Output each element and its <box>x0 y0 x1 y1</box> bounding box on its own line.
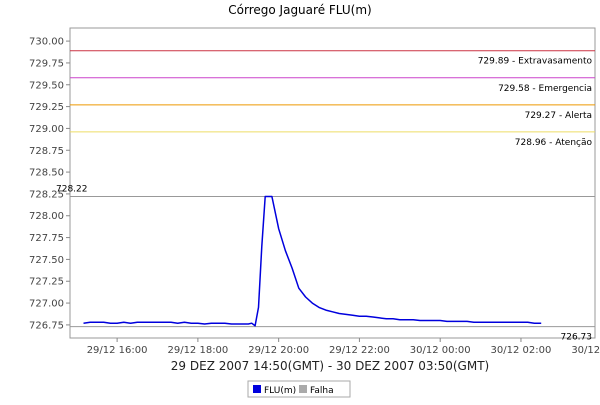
threshold-lines: 729.89 - Extravasamento 729.58 - Emergenc… <box>56 50 595 343</box>
x-axis-label: 29 DEZ 2007 14:50(GMT) - 30 DEZ 2007 03:… <box>171 359 489 373</box>
plot-area <box>69 27 596 339</box>
y-axis: 726.75 727.00 727.25 727.50 727.75 728.00 728.… <box>29 37 70 331</box>
x-axis: 29/12 16:00 29/12 18:00 29/12 20:00 29/12 2… <box>87 338 600 356</box>
x-tick-label: 29/12 20:00 <box>248 345 309 356</box>
series-group <box>83 195 542 327</box>
threshold-label: 728.96 - Atenção <box>515 138 593 148</box>
y-tick-label: 730.00 <box>29 37 64 48</box>
chart-title: Córrego Jaguaré FLU(m) <box>228 3 371 17</box>
series-line-0 <box>83 195 542 327</box>
y-tick-label: 727.75 <box>29 233 64 244</box>
y-tick-label: 728.00 <box>29 211 64 222</box>
y-tick-label: 727.25 <box>29 277 64 288</box>
y-tick-label: 729.00 <box>29 124 64 135</box>
x-tick-label: 29/12 16:00 <box>87 345 148 356</box>
y-tick-label: 728.75 <box>29 146 64 157</box>
x-tick-label: 29/12 18:00 <box>167 345 228 356</box>
legend-swatch <box>253 385 261 393</box>
legend-label: FLU(m) <box>264 386 296 396</box>
y-tick-label: 727.50 <box>29 255 64 266</box>
max-value-label: 728.22 <box>56 185 88 195</box>
y-tick-label: 727.00 <box>29 299 64 310</box>
x-tick-label: 30/12 00:00 <box>410 345 471 356</box>
legend-swatch <box>299 385 307 393</box>
x-tick-label: 29/12 22:00 <box>329 345 390 356</box>
threshold-label: 729.27 - Alerta <box>525 111 592 121</box>
y-tick-label: 728.25 <box>29 189 64 200</box>
y-tick-label: 729.50 <box>29 80 64 91</box>
x-tick-label: 30/12 04:00 <box>571 345 600 356</box>
y-tick-label: 728.50 <box>29 168 64 179</box>
y-tick-label: 729.75 <box>29 58 64 69</box>
legend: FLU(m) Falha <box>247 380 351 398</box>
threshold-label: 729.89 - Extravasamento <box>478 57 593 67</box>
x-tick-label: 30/12 02:00 <box>491 345 552 356</box>
min-value-label: 726.73 <box>561 333 593 343</box>
y-tick-label: 726.75 <box>29 320 64 331</box>
y-tick-label: 729.25 <box>29 102 64 113</box>
threshold-label: 729.58 - Emergencia <box>498 84 592 94</box>
legend-label: Falha <box>310 386 334 396</box>
